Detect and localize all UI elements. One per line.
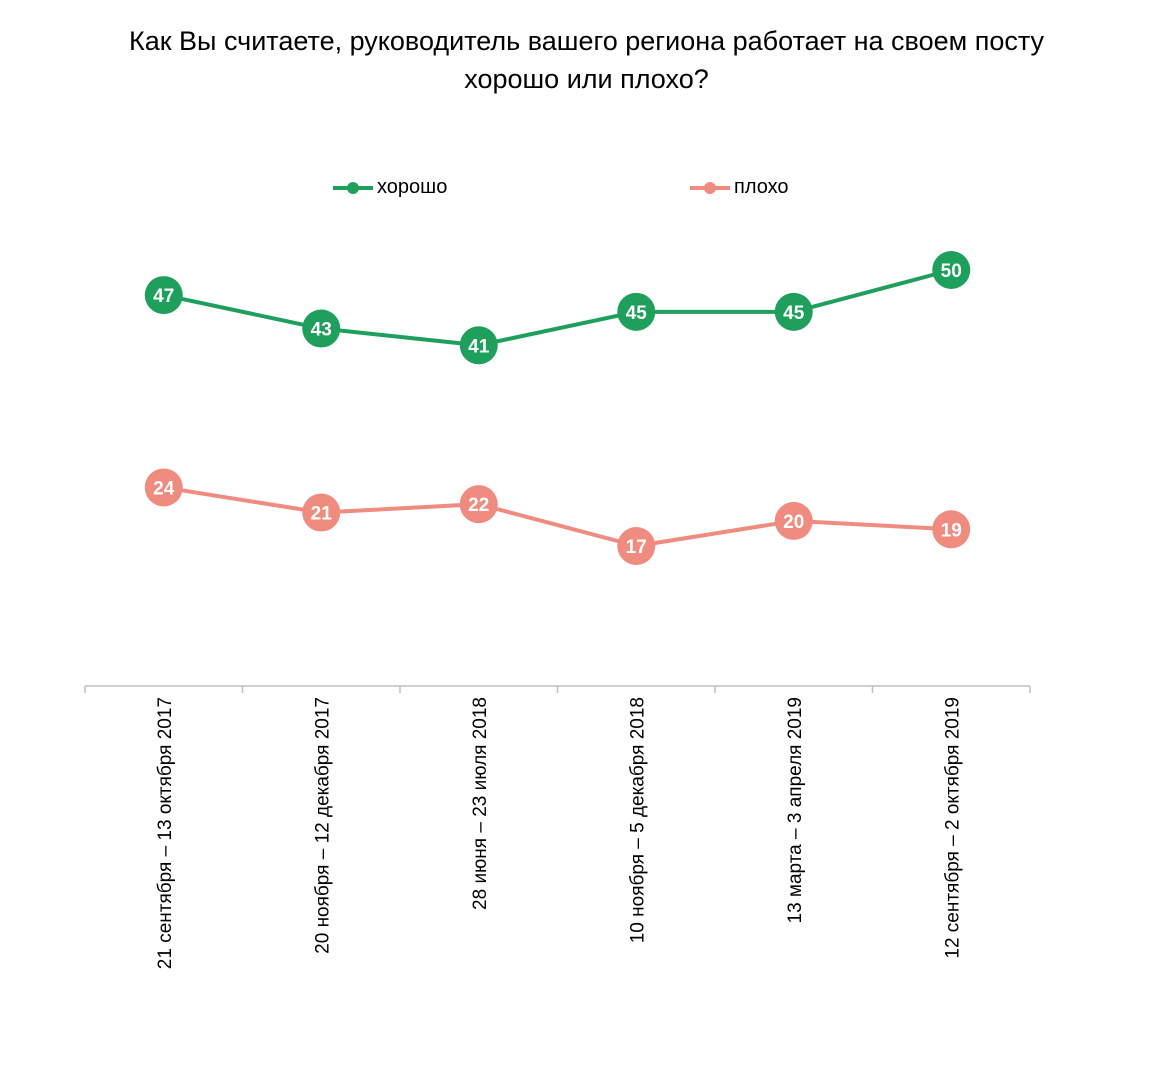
data-label-good: 45 <box>626 303 648 324</box>
data-label-bad: 24 <box>153 478 175 499</box>
data-label-bad: 19 <box>941 520 962 541</box>
data-point-good <box>932 251 971 289</box>
x-tick-label: 20 ноября – 12 декабря 2017 <box>312 697 333 954</box>
x-tick-label: 21 сентября – 13 октября 2017 <box>155 697 176 969</box>
data-label-good: 50 <box>941 261 962 282</box>
legend-marker-bad <box>690 181 730 194</box>
chart-title-line-2: хорошо или плохо? <box>464 64 709 94</box>
legend-item-good: хорошо <box>333 176 447 199</box>
series-line-good <box>163 268 952 348</box>
x-tick-label: 12 сентября – 2 октября 2019 <box>942 697 963 959</box>
chart-title-line-1: Как Вы считаете, руководитель вашего рег… <box>128 26 1045 56</box>
data-point-bad <box>144 468 183 507</box>
data-point-good <box>774 292 813 331</box>
data-point-bad <box>459 485 498 524</box>
data-label-bad: 17 <box>626 537 647 558</box>
legend-item-bad: плохо <box>690 176 789 199</box>
data-point-good <box>617 292 656 331</box>
data-point-good <box>144 276 183 315</box>
data-point-bad <box>774 501 813 540</box>
data-label-good: 47 <box>153 286 174 307</box>
x-tick-label: 13 марта – 3 апреля 2019 <box>785 697 806 924</box>
data-label-good: 45 <box>783 303 805 324</box>
data-label-bad: 21 <box>311 504 333 525</box>
data-point-bad <box>302 493 341 532</box>
data-label-good: 41 <box>468 336 490 357</box>
data-point-bad <box>932 510 971 549</box>
data-label-good: 43 <box>311 320 332 341</box>
legend-label-bad: плохо <box>734 176 789 198</box>
chart-title: Как Вы считаете, руководитель вашего рег… <box>0 22 1173 98</box>
data-label-bad: 22 <box>468 495 489 516</box>
data-point-good <box>459 326 498 365</box>
legend-dot-bad <box>704 181 716 194</box>
legend-label-good: хорошо <box>377 176 448 198</box>
x-tick-label: 28 июня – 23 июля 2018 <box>470 697 491 910</box>
x-tick-label: 10 ноября – 5 декабря 2018 <box>627 697 648 943</box>
data-point-good <box>302 309 341 348</box>
series-line-bad <box>163 485 952 548</box>
legend-marker-good <box>333 181 373 194</box>
legend-dot-good <box>347 181 359 194</box>
data-point-bad <box>617 527 656 565</box>
data-label-bad: 20 <box>783 512 804 533</box>
